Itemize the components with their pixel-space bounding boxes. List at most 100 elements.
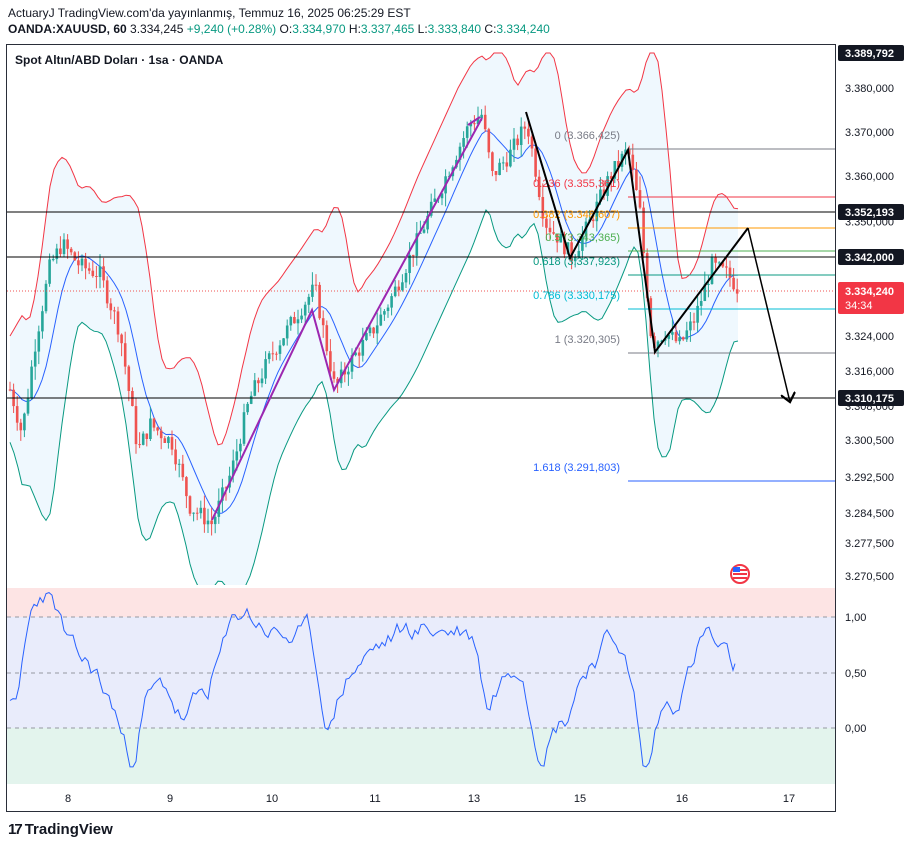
candle-body [224, 487, 228, 489]
x-tick-label: 16 [676, 793, 688, 805]
bollinger-basis [9, 130, 739, 515]
candle-body [109, 303, 113, 311]
candle-body [19, 422, 23, 431]
candle-body [411, 254, 415, 256]
fib-label: 1 (3.320,305) [555, 334, 620, 346]
candle-body [689, 321, 692, 331]
y-tick-label: 3.360,000 [845, 171, 894, 183]
candle-body [123, 343, 127, 367]
candle-body [638, 190, 642, 208]
candle-body [113, 310, 116, 312]
candle-body [213, 516, 217, 525]
candle-body [386, 307, 390, 311]
candle-body [33, 351, 37, 367]
candle-body [519, 126, 523, 145]
y-tick-label: 3.270,500 [845, 571, 894, 583]
candle-body [8, 389, 12, 391]
candle-body [275, 353, 278, 355]
candle-body [350, 355, 354, 372]
x-tick-label: 9 [167, 793, 173, 805]
candle-body [408, 254, 411, 273]
candle-body [577, 250, 581, 258]
candle-body [62, 239, 66, 255]
candle-body [77, 260, 80, 266]
candle-body [570, 242, 573, 262]
bollinger-upper [9, 52, 739, 446]
candle-body [199, 507, 203, 514]
candle-body [624, 149, 627, 154]
candle-body [696, 305, 699, 323]
candle-body [192, 512, 195, 514]
chart-frame [6, 44, 836, 812]
candle-body [635, 169, 638, 190]
candle-body [55, 248, 59, 260]
candle-body [149, 418, 152, 439]
candle-body [440, 193, 444, 199]
price-tag-text: 3.352,193 [845, 207, 894, 219]
candle-body [703, 284, 707, 301]
candle-body [368, 327, 372, 334]
rsi-tick-label: 0,00 [845, 723, 866, 735]
candle-body [527, 128, 530, 137]
candle-body [167, 437, 170, 443]
candle-body [415, 233, 419, 256]
candle-body [498, 162, 501, 175]
candle-body [383, 311, 386, 315]
candle-body [404, 273, 408, 283]
candle-body [296, 319, 300, 324]
candle-body [217, 500, 221, 517]
bollinger-lower [9, 209, 739, 585]
candle-body [552, 232, 555, 234]
candle-body [692, 321, 696, 323]
tradingview-logo: 17 TradingView [8, 821, 113, 838]
x-tick-label: 15 [574, 793, 586, 805]
candle-body [303, 304, 307, 316]
pattern-zigzag [211, 117, 483, 521]
candle-body [487, 129, 491, 153]
candle-body [699, 301, 703, 306]
price-tag [838, 204, 904, 220]
y-tick-label: 3.316,000 [845, 366, 894, 378]
candle-body [120, 334, 123, 344]
candle-body [480, 114, 483, 119]
candle-body [51, 259, 55, 261]
candle-body [181, 463, 185, 478]
candle-body [41, 311, 44, 332]
candle-body [185, 477, 188, 497]
candle-body [505, 162, 509, 167]
candle-body [426, 215, 429, 230]
candle-body [249, 395, 253, 404]
candle-body [674, 332, 678, 342]
low-label: L: [417, 22, 428, 36]
candle-body [548, 227, 552, 233]
candle-body [242, 412, 246, 444]
candle-body [87, 268, 91, 271]
candle-body [156, 427, 159, 431]
candle-body [357, 352, 361, 356]
candle-body [573, 257, 577, 262]
candle-body [307, 296, 311, 305]
candle-body [609, 176, 613, 179]
candle-body [15, 406, 19, 423]
open-label: O: [279, 22, 293, 36]
candle-body [595, 201, 599, 222]
candle-body [239, 443, 242, 452]
candle-body [599, 189, 602, 202]
candle-body [483, 114, 487, 130]
candle-body [516, 138, 519, 146]
candle-body [494, 171, 498, 175]
candle-body [80, 258, 84, 266]
close-value: 3.334,240 [496, 22, 550, 36]
candle-body [645, 253, 649, 299]
candle-body [293, 317, 296, 324]
candle-body [390, 296, 393, 308]
candle-body [336, 378, 339, 384]
candle-body [537, 176, 541, 197]
candle-body [177, 463, 181, 465]
x-tick-label: 8 [65, 793, 71, 805]
candle-body [559, 234, 563, 243]
candle-body [23, 413, 26, 431]
candle-body [311, 284, 314, 297]
candle-body [195, 512, 199, 514]
